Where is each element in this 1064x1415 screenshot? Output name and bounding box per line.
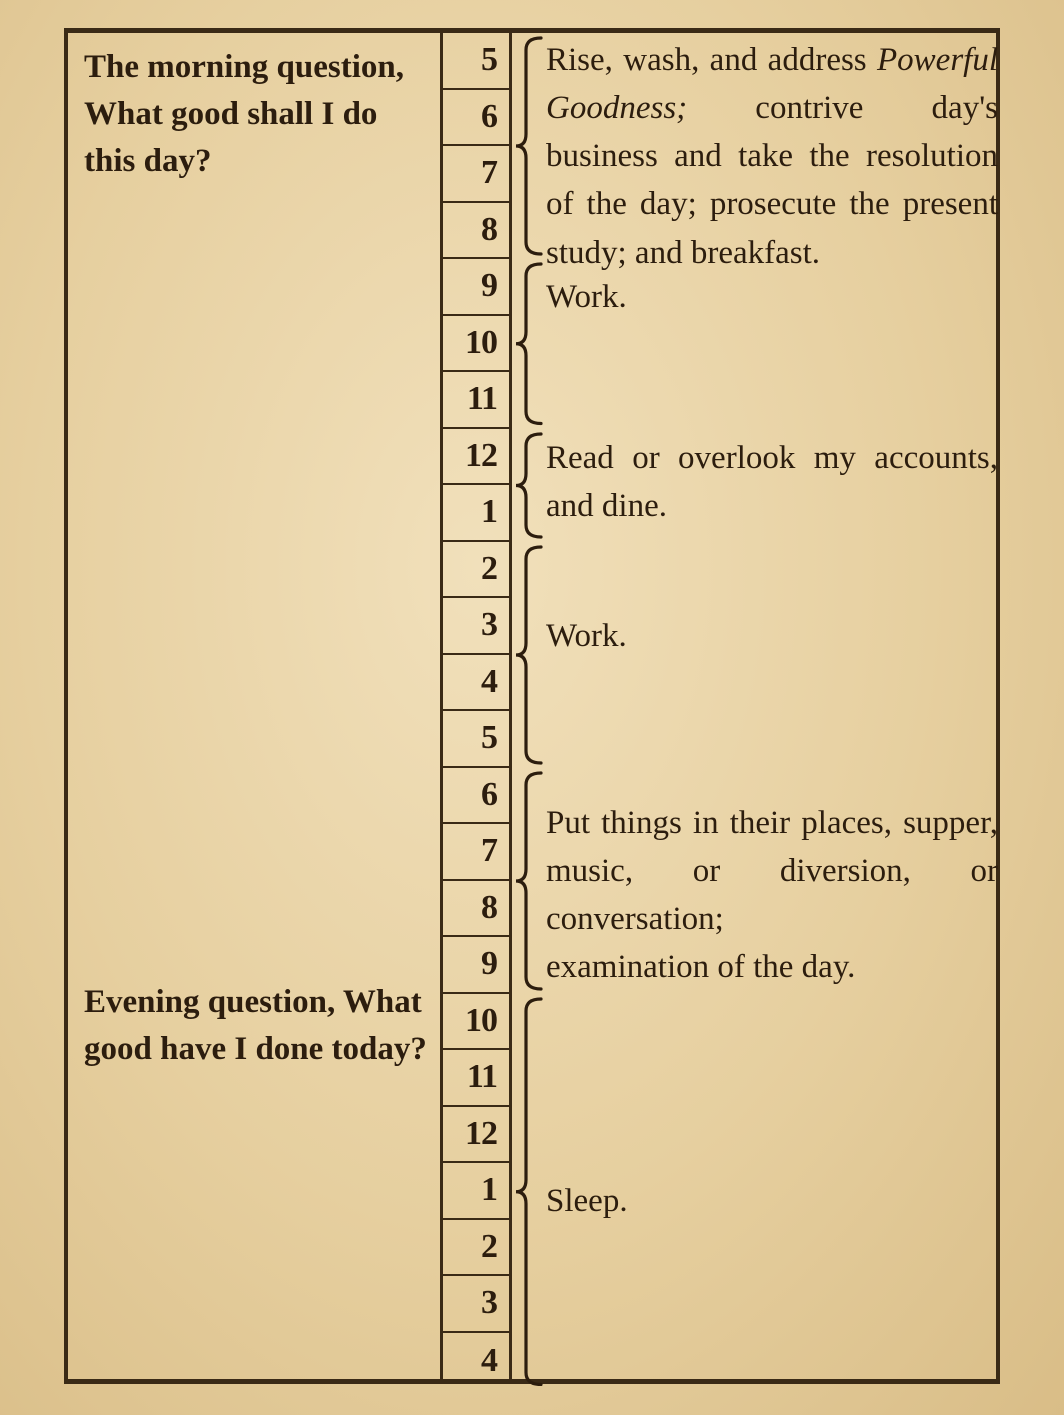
activity-rise: Rise, wash, and address Powerful Goodnes… [546,36,998,277]
hour-label: 11 [467,1058,497,1096]
activity-text-run: Work. [546,279,627,315]
hour-label: 6 [481,98,497,136]
hour-label: 5 [481,41,497,79]
hour-label: 10 [465,324,497,362]
activity-text-run: Put things in their places, supper, musi… [546,805,998,937]
hour-label: 1 [481,1171,497,1209]
outer-frame: 567891011121234567891011121234 The morni… [64,28,1000,1384]
hour-label: 11 [467,380,497,418]
hour-label: 1 [481,493,497,531]
schedule-page: 567891011121234567891011121234 The morni… [64,28,1000,1384]
hour-cell: 2 [443,1220,509,1277]
hour-cell: 11 [443,1050,509,1107]
hour-cell: 6 [443,90,509,147]
hour-cell: 1 [443,1163,509,1220]
activity-noon: Read or overlook my accounts, and dine. [546,434,998,530]
hour-cell: 9 [443,259,509,316]
hour-cell: 8 [443,203,509,260]
hour-cell: 4 [443,655,509,712]
hour-label: 5 [481,719,497,757]
hour-cell: 9 [443,937,509,994]
hour-cell: 5 [443,33,509,90]
hour-cell: 6 [443,768,509,825]
hour-label: 4 [481,1342,497,1380]
hour-cell: 1 [443,485,509,542]
activity-text-run: examination of the day. [546,949,855,985]
evening-question: Evening question, What good have I done … [84,979,428,1073]
hour-label: 12 [465,437,497,475]
hour-cell: 7 [443,146,509,203]
column-questions [68,33,440,1379]
activity-work-pm: Work. [546,612,998,660]
hour-label: 4 [481,663,497,701]
activity-sleep: Sleep. [546,1177,998,1225]
hour-label: 8 [481,211,497,249]
hour-cell: 4 [443,1333,509,1390]
hour-cell: 8 [443,881,509,938]
hour-cell: 2 [443,542,509,599]
hour-label: 3 [481,1284,497,1322]
hour-label: 9 [481,945,497,983]
activity-text-run: Work. [546,618,627,654]
hour-label: 8 [481,889,497,927]
hour-cell: 5 [443,711,509,768]
hour-cell: 3 [443,1276,509,1333]
activity-text-run: Sleep. [546,1183,628,1219]
hour-label: 12 [465,1115,497,1153]
hour-cell: 3 [443,598,509,655]
morning-question: The morning question, What good shall I … [84,44,428,185]
hour-cell: 10 [443,316,509,373]
hour-cell: 12 [443,1107,509,1164]
hour-label: 3 [481,606,497,644]
hour-label: 10 [465,1002,497,1040]
hour-label: 7 [481,832,497,870]
activity-text-run: Rise, wash, and address [546,42,877,78]
activity-evening: Put things in their places, supper, musi… [546,799,998,992]
hour-label: 9 [481,267,497,305]
hour-cell: 12 [443,429,509,486]
activity-text-run: Read or overlook my accounts, and dine. [546,440,998,524]
column-hours: 567891011121234567891011121234 [440,33,512,1379]
hour-cell: 7 [443,824,509,881]
hour-cell: 10 [443,994,509,1051]
hour-label: 6 [481,776,497,814]
hour-cell: 11 [443,372,509,429]
hour-label: 2 [481,1228,497,1266]
activity-work-am: Work. [546,273,998,321]
hour-label: 7 [481,154,497,192]
hour-label: 2 [481,550,497,588]
